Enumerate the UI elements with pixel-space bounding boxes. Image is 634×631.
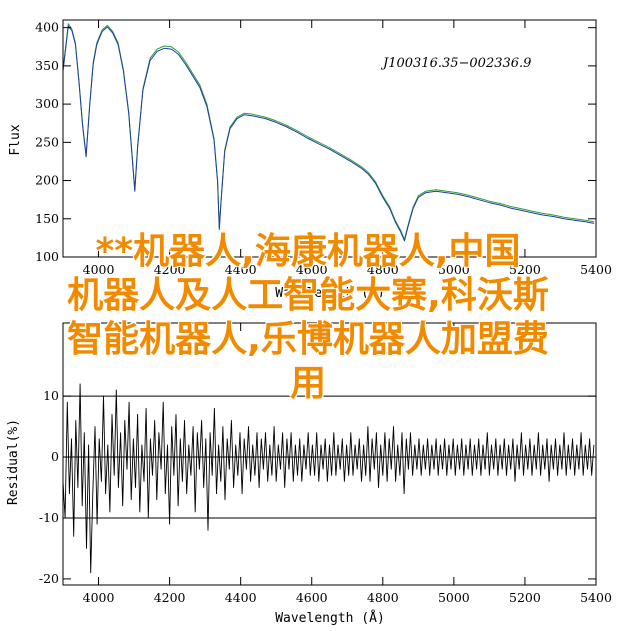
top-x-tick-label: 4200 <box>154 262 186 277</box>
top-series-line-1 <box>62 25 595 242</box>
top-x-tick-label: 5400 <box>580 262 612 277</box>
bottom-y-tick-label: 10 <box>43 388 59 403</box>
bottom-plot-frame <box>62 322 597 586</box>
top-y-ticks: 100 150 200 250 300 350 400 <box>35 20 596 264</box>
top-x-tick-label: 4600 <box>296 262 328 277</box>
bottom-x-tick-label: 4600 <box>296 590 328 605</box>
top-x-ticks: 4000 4200 4400 4600 4800 5000 5200 5400 <box>83 20 612 277</box>
bottom-x-tick-label: 4400 <box>225 590 257 605</box>
bottom-y-tick-label: -10 <box>39 510 59 525</box>
bottom-x-tick-label: 5400 <box>580 590 612 605</box>
top-x-tick-label: 5200 <box>509 262 541 277</box>
bottom-series-line-0 <box>62 383 595 574</box>
overlay-line: **机器人,海康机器人,中国 <box>95 231 521 272</box>
bottom-x-tick-label: 4000 <box>83 590 115 605</box>
bottom-y-axis-title: Residual(%) <box>6 419 21 505</box>
top-annotation: J100316.35−002336.9 <box>380 56 531 71</box>
bottom-x-tick-label: 4200 <box>154 590 186 605</box>
top-plot-frame <box>62 19 597 258</box>
top-x-tick-label: 4800 <box>367 262 399 277</box>
top-y-tick-label: 300 <box>35 96 59 111</box>
bottom-x-tick-label: 5200 <box>509 590 541 605</box>
top-y-tick-label: 100 <box>35 249 59 264</box>
bottom-panel: -20 -10 0 10 4000 4200 4400 4600 4800 5000 5200 54… <box>6 322 612 626</box>
bottom-series-group <box>62 383 595 574</box>
bottom-x-axis-title: Wavelength (Å) <box>275 610 385 626</box>
top-x-axis-title: Wavelength (Å) <box>275 285 385 301</box>
bottom-x-tick-label: 5000 <box>438 590 470 605</box>
top-x-tick-label: 4000 <box>83 262 115 277</box>
top-y-axis-title: Flux <box>8 124 23 155</box>
overlay-line: 用 <box>289 363 326 404</box>
top-y-tick-label: 350 <box>35 58 59 73</box>
bottom-y-tick-label: 0 <box>51 449 59 464</box>
top-y-tick-label: 200 <box>35 173 59 188</box>
overlay-line: 机器人及人工智能大赛,科沃斯 <box>67 275 549 316</box>
bottom-y-ticks: -20 -10 0 10 <box>39 388 596 586</box>
bottom-y-tick-label: -20 <box>39 571 59 586</box>
overlay-line: 智能机器人,乐博机器人加盟费 <box>67 319 549 360</box>
top-x-tick-label: 4400 <box>225 262 257 277</box>
bottom-x-ticks: 4000 4200 4400 4600 4800 5000 5200 5400 <box>83 323 612 605</box>
bottom-x-tick-label: 4800 <box>367 590 399 605</box>
top-series-line-0 <box>62 23 595 240</box>
top-x-tick-label: 5000 <box>438 262 470 277</box>
top-panel: 100 150 200 250 300 350 400 4000 4200 4400 4600 48… <box>8 19 612 301</box>
top-series-group <box>62 23 595 242</box>
overlay-caption: **机器人,海康机器人,中国 机器人及人工智能大赛,科沃斯 智能机器人,乐博机器… <box>8 230 608 406</box>
top-y-tick-label: 150 <box>35 211 59 226</box>
top-y-tick-label: 400 <box>35 20 59 35</box>
top-y-tick-label: 250 <box>35 134 59 149</box>
